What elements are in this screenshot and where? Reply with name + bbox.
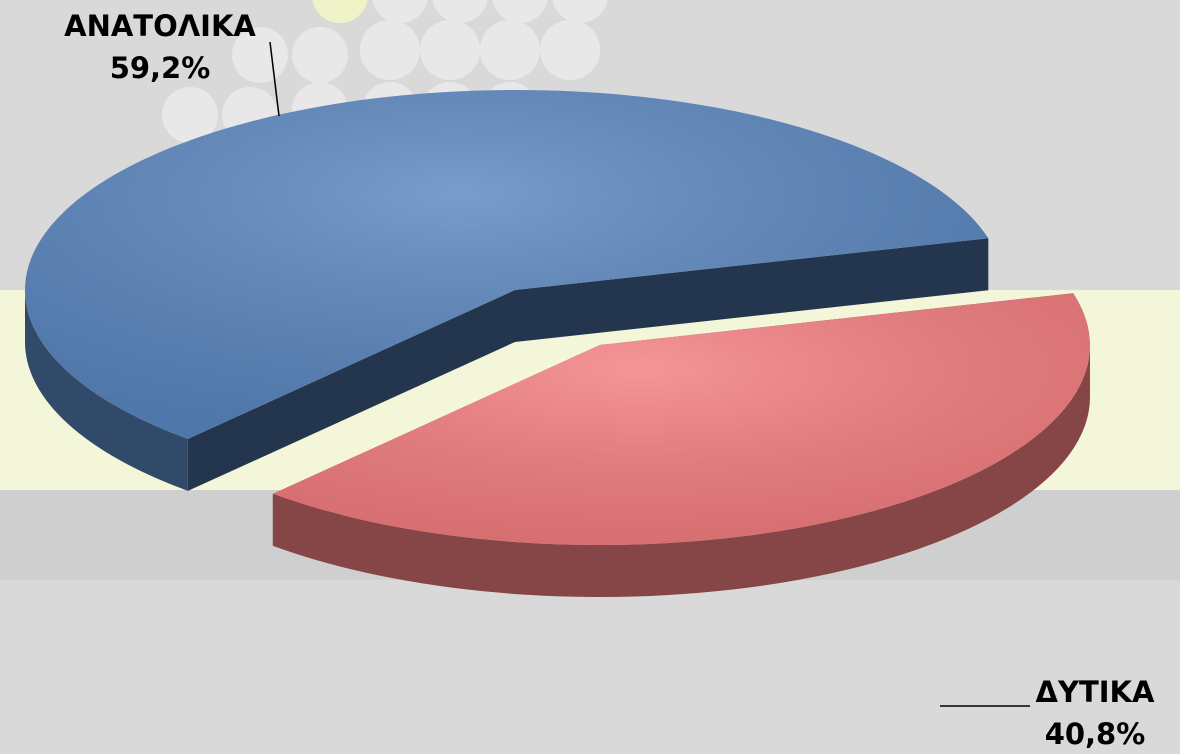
slice-cut-face [515, 238, 989, 342]
slice-shine [24, 89, 989, 439]
leader-line [269, 41, 280, 117]
slice-value-label: 40,8% [1045, 717, 1146, 751]
pie [24, 89, 1091, 597]
slice-side [25, 290, 188, 491]
slice-cut-face [187, 290, 515, 491]
slice-value-label: 59,2% [110, 51, 211, 85]
slice-label: ΔΥΤΙΚΑ [1036, 675, 1155, 709]
slice-shine [272, 293, 1091, 545]
slice-side [272, 345, 1090, 597]
slice-label: ΑΝΑΤΟΛΙΚΑ [64, 9, 256, 43]
